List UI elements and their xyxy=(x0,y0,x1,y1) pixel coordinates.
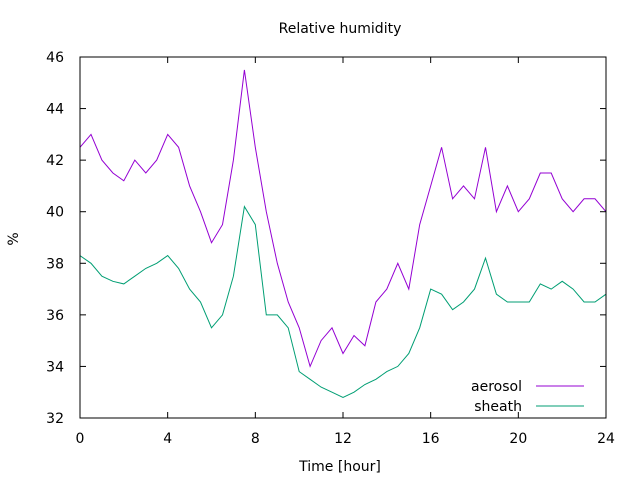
y-tick-label: 40 xyxy=(46,205,64,221)
x-tick-label: 24 xyxy=(597,431,615,447)
x-tick-label: 0 xyxy=(76,431,85,447)
series-line-sheath xyxy=(79,205,607,398)
legend-label-sheath: sheath xyxy=(474,399,522,415)
x-tick-label: 4 xyxy=(163,431,172,447)
y-tick-label: 38 xyxy=(46,256,64,272)
series-line-aerosol xyxy=(79,69,607,368)
axes-layer: 0 4 8 12 16 20 24 32 34 36 38 40 42 44 46 xyxy=(46,50,615,447)
x-tick-label: 16 xyxy=(422,431,440,447)
series-layer xyxy=(79,69,607,398)
x-tick-label: 12 xyxy=(334,431,352,447)
y-tick-label: 36 xyxy=(46,308,64,324)
legend-label-aerosol: aerosol xyxy=(471,379,522,395)
y-tick-label: 44 xyxy=(46,102,64,118)
chart-title: Relative humidity xyxy=(279,21,402,37)
legend: aerosol sheath xyxy=(471,379,584,415)
y-tick-label: 46 xyxy=(46,50,64,66)
x-tick-label: 20 xyxy=(509,431,527,447)
x-tick-label: 8 xyxy=(251,431,260,447)
y-tick-label: 32 xyxy=(46,411,64,427)
y-axis-label: % xyxy=(6,232,22,245)
x-axis-label: Time [hour] xyxy=(298,459,381,475)
y-tick-label: 34 xyxy=(46,359,64,375)
y-tick-label: 42 xyxy=(46,153,64,169)
